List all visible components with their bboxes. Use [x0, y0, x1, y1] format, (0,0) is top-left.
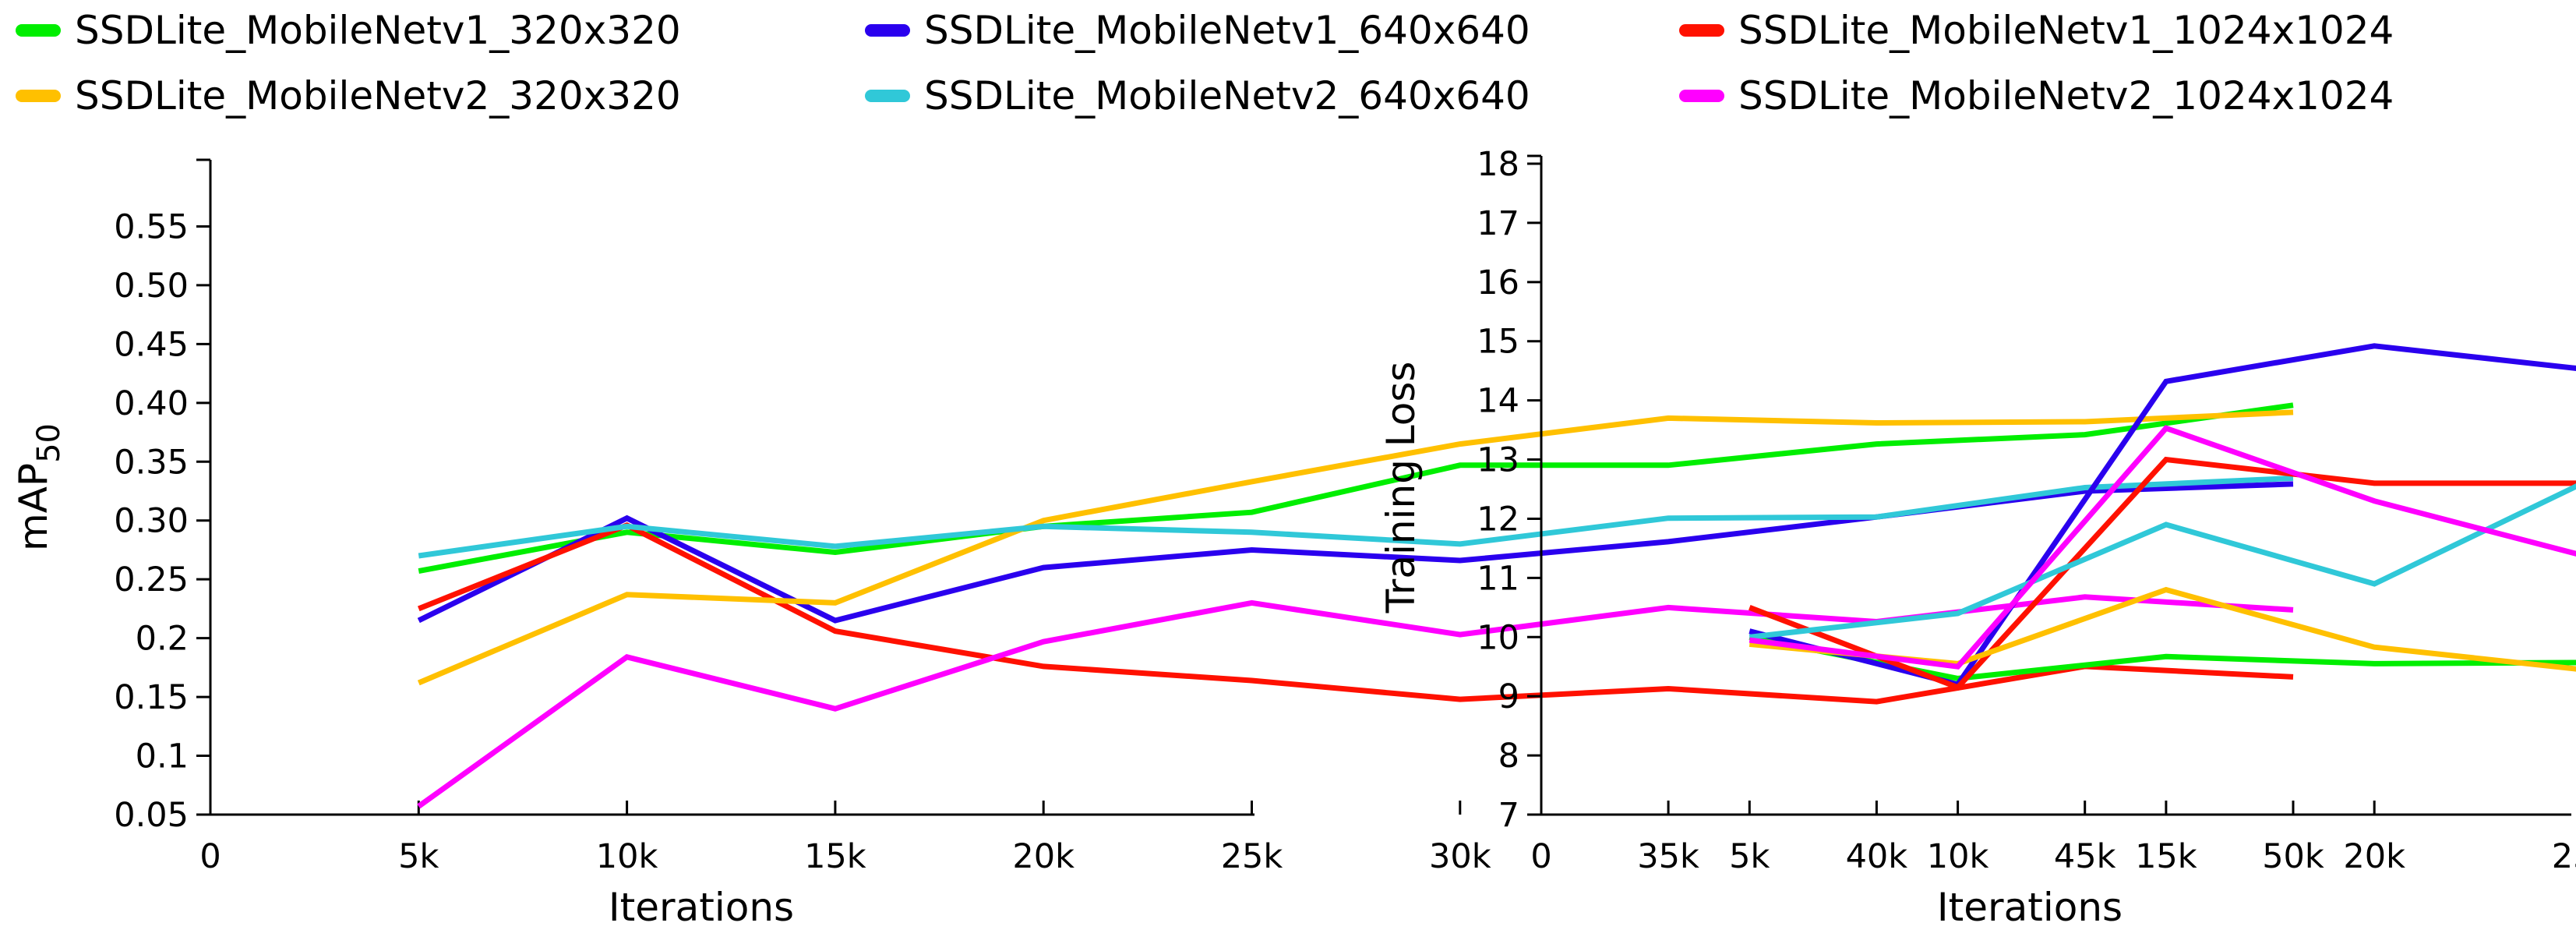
map50-chart: 0.05 0.1 0.15 0.2 0.25 0.30 0.35 0.40 0.45 0.50 0.… — [11, 158, 2324, 930]
training-loss-chart: 7 8 9 10 11 12 13 14 15 16 17 18 0 5k 10k 15k 20k 25k 30k 3… — [1378, 145, 2576, 930]
legend-label: SSDLite_MobileNetv1_640x640 — [924, 8, 1530, 53]
x-tick-label: 20k — [1012, 837, 1075, 876]
y-tick-label: 10 — [1477, 618, 1519, 657]
legend-label: SSDLite_MobileNetv1_1024x1024 — [1738, 8, 2394, 53]
x-tick-label: 0 — [199, 837, 221, 876]
series-line-ssdlite-mobilenetv1-320x320 — [418, 402, 2294, 575]
y-tick-label: 0.2 — [136, 620, 189, 659]
legend: SSDLite_MobileNetv1_320x320 SSDLite_Mobi… — [0, 0, 2576, 133]
y-tick-label: 18 — [1477, 145, 1519, 184]
y-tick-label: 11 — [1477, 559, 1519, 598]
y-tick-label: 0.35 — [114, 443, 189, 482]
y-tick-label: 0.1 — [136, 737, 189, 776]
y-tick-label: 0.40 — [114, 384, 189, 423]
legend-swatch — [865, 90, 910, 102]
y-tick-label: 7 — [1498, 796, 1519, 835]
y-tick-label: 0.55 — [114, 207, 189, 246]
legend-swatch — [16, 24, 61, 37]
legend-swatch — [1679, 90, 1724, 102]
y-tick-label: 0.05 — [114, 796, 189, 835]
y-tick-label: 15 — [1477, 323, 1519, 362]
x-tick-label: 5k — [1729, 837, 1770, 876]
y-tick-label: 0.15 — [114, 678, 189, 717]
y-tick-label: 17 — [1477, 204, 1519, 243]
y-tick-label: 0.30 — [114, 502, 189, 541]
x-tick-label: 15k — [2135, 837, 2197, 876]
y-axis-title-subscript: 50 — [31, 423, 67, 463]
x-tick-label: 5k — [398, 837, 439, 876]
x-tick-label: 10k — [596, 837, 658, 876]
y-tick-label: 8 — [1498, 737, 1519, 776]
y-tick-label: 0.25 — [114, 560, 189, 599]
legend-item-mobilenetv2-640: SSDLite_MobileNetv2_640x640 — [865, 69, 1530, 123]
x-tick-label: 0 — [1530, 837, 1551, 876]
legend-swatch — [1679, 24, 1724, 37]
legend-item-mobilenetv1-640: SSDLite_MobileNetv1_640x640 — [865, 3, 1530, 58]
y-axis-title-main: mAP — [11, 463, 56, 551]
x-tick-label: 30k — [1429, 837, 1491, 876]
y-tick-label: 9 — [1498, 677, 1519, 716]
y-tick-label: 14 — [1477, 382, 1519, 421]
legend-item-mobilenetv2-320: SSDLite_MobileNetv2_320x320 — [16, 69, 681, 123]
series-line-ssdlite-mobilenetv2-320x320 — [1749, 586, 2576, 672]
x-tick-label: 45k — [2054, 837, 2116, 876]
legend-label: SSDLite_MobileNetv1_320x320 — [75, 8, 681, 53]
y-axis-title-main: Training Loss — [1378, 362, 1424, 614]
x-tick-label: 25k — [1221, 837, 1283, 876]
y-tick-label: 0.45 — [114, 325, 189, 364]
legend-item-mobilenetv2-1024: SSDLite_MobileNetv2_1024x1024 — [1679, 69, 2394, 123]
x-tick-label: 50k — [2262, 837, 2324, 876]
series-line-ssdlite-mobilenetv1-1024x1024 — [1749, 456, 2576, 691]
x-tick-label: 10k — [1927, 837, 1989, 876]
series-line-ssdlite-mobilenetv2-640x640 — [418, 475, 2294, 559]
y-tick-label: 13 — [1477, 441, 1519, 480]
legend-item-mobilenetv1-1024: SSDLite_MobileNetv1_1024x1024 — [1679, 3, 2394, 58]
x-axis-title: Iterations — [609, 885, 794, 930]
x-tick-label: 35k — [1637, 837, 1699, 876]
legend-label: SSDLite_MobileNetv2_320x320 — [75, 73, 681, 118]
x-tick-label: 15k — [804, 837, 866, 876]
y-axis-title: mAP50 — [11, 423, 67, 551]
y-tick-label: 0.50 — [114, 267, 189, 306]
y-axis-title: Training Loss — [1378, 362, 1424, 614]
series-line-ssdlite-mobilenetv1-640x640 — [1749, 343, 2576, 688]
series-line-ssdlite-mobilenetv2-320x320 — [417, 409, 2294, 686]
legend-swatch — [865, 24, 910, 37]
legend-swatch — [16, 90, 61, 102]
series-line-ssdlite-mobilenetv2-1024x1024 — [1749, 425, 2576, 670]
legend-label: SSDLite_MobileNetv2_640x640 — [924, 73, 1530, 118]
x-tick-label: 20k — [2343, 837, 2405, 876]
series-line-ssdlite-mobilenetv1-1024x1024 — [417, 521, 2294, 705]
series-line-ssdlite-mobilenetv2-640x640 — [1749, 483, 2576, 640]
legend-label: SSDLite_MobileNetv2_1024x1024 — [1738, 73, 2394, 118]
series-line-ssdlite-mobilenetv1-320x320 — [1749, 634, 2576, 681]
y-tick-label: 16 — [1477, 263, 1519, 302]
x-axis-title: Iterations — [1937, 885, 2123, 930]
x-tick-label: 40k — [1846, 837, 1908, 876]
y-tick-label: 12 — [1477, 500, 1519, 539]
legend-item-mobilenetv1-320: SSDLite_MobileNetv1_320x320 — [16, 3, 681, 58]
series-line-ssdlite-mobilenetv2-1024x1024 — [417, 594, 2294, 809]
x-tick-label: 25k — [2552, 837, 2576, 876]
